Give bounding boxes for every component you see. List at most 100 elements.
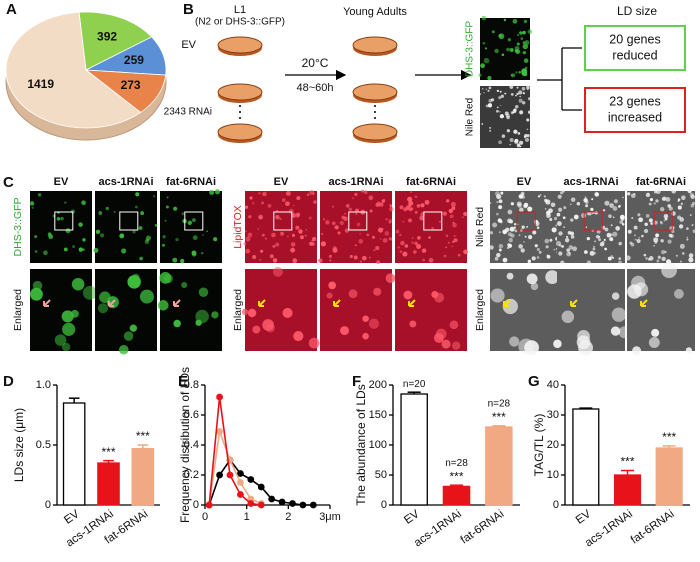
slice-label: 273 [121,78,141,92]
shape [184,211,204,231]
micrograph-dot [312,236,317,242]
micrograph-dot [389,206,394,212]
micrograph-dot [360,189,365,193]
micrograph-dot [78,222,83,227]
micrograph-dot [548,208,553,214]
micrograph-dot [524,40,530,46]
micrograph-dot [123,331,134,341]
micrograph-dot [687,188,692,194]
micrograph-dot [135,192,140,197]
micrograph-dot [308,337,320,349]
data-point [237,470,244,477]
micrograph-dot [643,253,647,257]
micrograph-dot [576,335,591,350]
micrograph-dot [376,260,381,265]
micrograph-dot [558,207,563,212]
micrograph-dot [507,243,510,246]
micrograph-dot [602,209,606,212]
micrograph-dot [409,320,417,328]
micrograph-dot [376,201,382,207]
micrograph-dot [595,234,600,239]
micrograph-dot [414,195,418,199]
micrograph-dot [512,18,518,24]
shape [408,299,416,307]
micrograph-dot [558,251,563,256]
micrograph [395,191,468,263]
shape [217,123,263,141]
micrograph-dot [692,229,697,233]
micrograph-dot [648,337,660,348]
micrograph-dot [496,109,499,113]
micrograph-dot [135,205,138,209]
data-point [205,501,213,509]
micrograph-dot [214,189,221,195]
x-tick-label: EV [62,508,82,527]
micrograph-dot [502,229,508,235]
micrograph-dot [339,220,344,226]
shape [258,299,266,307]
micrograph-dot [509,138,514,143]
micrograph-dot [610,326,621,336]
micrograph-dot [419,215,425,221]
micrograph-dot [139,289,154,304]
micrograph-dot [451,341,461,350]
micrograph-dot [663,219,666,222]
micrograph-dot [29,287,43,301]
micrograph-dot [416,204,421,208]
micrograph-dot [549,238,553,242]
micrograph-dot [562,216,566,220]
label: (N2 or DHS-3::GFP) [195,17,285,28]
micrograph-dot [313,200,317,204]
shape [653,211,673,231]
micrograph-dot [528,110,532,114]
micrograph-dot [659,220,662,223]
data-point [237,479,244,486]
bar [97,462,120,506]
micrograph-dot [417,235,421,240]
micrograph-dot [443,254,447,258]
micrograph-dot [680,202,684,205]
micrograph-dot [304,234,307,237]
micrograph-dot [129,324,137,332]
shape [217,83,263,101]
micrograph-dot [449,214,454,219]
shape [640,299,648,307]
micrograph-dot [245,236,251,242]
x-tick-label: 3μm [319,511,341,523]
micrograph-dot [566,235,569,239]
condition-label: EV [274,176,289,188]
micrograph-dot [388,237,392,241]
bar [400,393,428,506]
micrograph-dot [657,255,661,259]
micrograph-dot [388,220,392,224]
micrograph-dot [518,338,535,355]
micrograph-dot [37,193,42,197]
micrograph-dot [489,245,494,250]
micrograph-bg [480,18,530,80]
micrograph-bg [245,191,317,263]
micrograph-dot [382,237,388,243]
micrograph-dot [609,203,614,208]
micrograph-dot [447,241,450,244]
micrograph-dot [509,47,514,53]
micrograph-dot [118,344,129,355]
micrograph-dot [592,247,596,251]
shape [423,211,443,231]
micrograph-dot [173,206,178,211]
micrograph-dot [527,206,533,212]
micrograph-dot [677,205,682,210]
micrograph-dot [611,292,620,300]
micrograph-dot [368,318,380,329]
shape [584,25,686,71]
micrograph-dot [534,244,538,248]
result-text: reduced [612,48,657,62]
micrograph-dot [653,220,658,225]
micrograph-dot [105,206,109,211]
micrograph-dot [516,92,519,96]
micrograph-dot [644,222,648,227]
micrograph-dot [344,228,350,233]
shape [352,123,398,141]
micrograph-dot [519,110,524,115]
micrograph-dot [161,243,165,247]
micrograph-dot [173,319,181,328]
